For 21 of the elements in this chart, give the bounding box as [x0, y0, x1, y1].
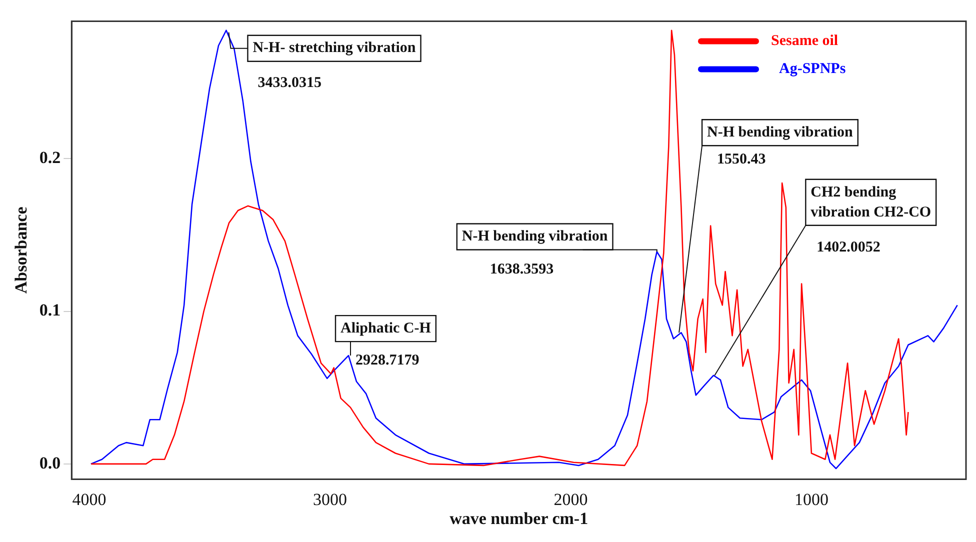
- y-tick-label: 0.2: [39, 148, 61, 167]
- annotation: N-H- stretching vibration: [252, 40, 416, 56]
- x-axis-title: wave number cm-1: [450, 509, 588, 528]
- annotation: 1638.3593: [490, 262, 554, 278]
- legend-label: Ag-SPNPs: [779, 61, 846, 78]
- annotation: 1550.43: [717, 152, 766, 168]
- annotation: 1402.0052: [816, 239, 880, 256]
- x-tick-label: 1000: [794, 490, 828, 509]
- annotation: 3433.0315: [258, 75, 322, 92]
- annotation: Aliphatic C-H: [340, 320, 432, 336]
- y-tick-label: 0.1: [39, 300, 61, 320]
- x-tick-label: 4000: [72, 490, 106, 509]
- annotation: 2928.7179: [356, 352, 420, 368]
- x-tick-label: 3000: [312, 490, 347, 509]
- annotation: CH2 bending vibration CH2-CO: [810, 184, 932, 220]
- x-tick-label: 2000: [554, 490, 588, 509]
- legend-label: Sesame oil: [771, 33, 838, 50]
- y-tick-label: 0.0: [39, 453, 61, 472]
- y-axis-title: Absorbance: [12, 206, 31, 294]
- annotation: N-H bending vibration: [707, 124, 854, 141]
- annotation: N-H bending vibration: [462, 228, 608, 245]
